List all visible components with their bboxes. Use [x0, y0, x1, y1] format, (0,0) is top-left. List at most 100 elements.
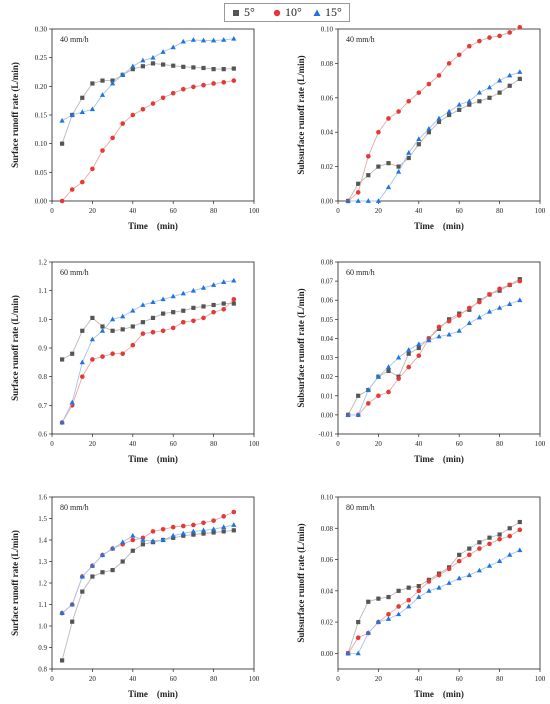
data-point-s5: [181, 308, 186, 313]
data-point-s15: [130, 532, 136, 538]
data-point-s15: [466, 572, 472, 578]
data-point-s5: [70, 619, 75, 624]
rainfall-intensity-label: 40 mm/h: [346, 35, 375, 44]
data-point-s15: [476, 314, 482, 320]
data-point-s5: [406, 155, 411, 161]
data-point-s5: [356, 393, 361, 398]
y-tick-label: 1.1: [38, 287, 47, 295]
data-point-s10: [436, 73, 442, 78]
y-tick-label: 0.7: [38, 402, 47, 410]
data-point-s10: [366, 401, 371, 406]
data-point-s15: [69, 112, 75, 117]
chart-panel-1: 0 20 40 60 80 100 0.00 0.05 0.10 0.15 0.20 0.25 0.30…: [10, 26, 260, 232]
data-point-s15: [190, 37, 196, 42]
data-point-s10: [517, 24, 523, 30]
data-point-s15: [231, 35, 237, 41]
data-point-s5: [487, 95, 492, 100]
data-point-s15: [517, 297, 523, 303]
data-point-s15: [99, 552, 106, 557]
legend-markers: [233, 9, 321, 17]
data-point-s15: [120, 313, 126, 319]
data-point-s15: [416, 594, 422, 599]
data-point-s15: [200, 285, 207, 290]
data-point-s5: [130, 67, 135, 72]
data-point-s15: [446, 580, 452, 585]
data-point-s5: [120, 559, 125, 564]
x-tick-label: 100: [249, 440, 260, 448]
data-point-s15: [466, 320, 472, 326]
data-point-s10: [396, 376, 401, 381]
data-point-s5: [436, 119, 442, 124]
data-point-s5: [130, 548, 135, 553]
data-point-s5: [221, 529, 226, 534]
data-point-s10: [90, 357, 95, 362]
data-point-s5: [120, 327, 125, 332]
plot-frame: [51, 496, 255, 670]
data-point-s15: [486, 563, 493, 568]
data-point-s15: [406, 150, 412, 155]
data-point-s15: [396, 611, 402, 617]
data-point-s10: [150, 529, 156, 534]
y-axis-label: Surface runoff rate (L/min): [10, 295, 20, 401]
data-point-s5: [497, 90, 502, 95]
data-point-s5: [211, 67, 216, 72]
data-point-s5: [171, 535, 176, 540]
data-point-s15: [190, 287, 196, 293]
data-point-s10: [100, 354, 105, 359]
data-point-s10: [426, 81, 432, 87]
y-tick-label: 0.04: [321, 129, 334, 137]
data-point-s15: [170, 532, 176, 538]
data-point-s5: [201, 65, 206, 71]
data-point-s15: [89, 336, 95, 342]
x-tick-label: 40: [129, 440, 137, 448]
x-tick-label: 20: [89, 207, 97, 215]
data-point-s5: [171, 63, 176, 68]
y-tick-label: 0.01: [321, 392, 334, 400]
chart-legend: 5° 10° 15°: [224, 3, 350, 22]
data-point-s15: [140, 537, 146, 542]
data-point-s15: [497, 77, 503, 83]
y-tick-label: 0.06: [321, 94, 334, 102]
series-line-s10: [348, 280, 520, 416]
x-tick-label: 100: [249, 675, 260, 683]
chart-panel-4: 0 20 40 60 80 100 -0.01 0.00 0.01 0.02 0.03 0.04 0.0…: [296, 259, 546, 465]
data-point-s15: [517, 547, 523, 553]
data-point-s10: [201, 520, 206, 526]
data-point-s15: [507, 72, 513, 78]
data-point-s5: [110, 568, 115, 573]
data-point-s15: [160, 49, 166, 54]
data-point-s10: [456, 558, 462, 564]
data-point-s10: [90, 166, 95, 172]
x-tick-label: 0: [336, 675, 340, 683]
series-line-s15: [348, 549, 520, 654]
y-tick-label: 0.06: [321, 297, 334, 305]
data-point-s15: [221, 524, 227, 529]
data-point-s5: [201, 304, 206, 309]
data-point-s10: [477, 546, 482, 551]
data-point-s10: [211, 81, 216, 86]
data-point-s10: [456, 52, 462, 58]
data-point-s15: [120, 72, 126, 77]
x-tick-label: 100: [535, 440, 546, 448]
data-point-s10: [211, 518, 216, 523]
data-point-s5: [161, 62, 166, 67]
data-point-s15: [170, 44, 176, 50]
y-tick-label: 0.8: [38, 373, 47, 381]
data-point-s10: [477, 38, 482, 44]
x-tick-label: 40: [415, 207, 423, 215]
x-tick-label: 100: [535, 675, 546, 683]
data-point-s5: [366, 599, 371, 604]
data-point-s5: [100, 324, 105, 329]
data-point-s15: [110, 545, 116, 551]
data-point-s15: [396, 354, 402, 360]
data-point-s5: [396, 588, 401, 593]
y-tick-label: 0.02: [321, 373, 334, 381]
data-point-s15: [190, 528, 196, 534]
x-tick-label: 60: [170, 675, 178, 683]
data-point-s5: [80, 95, 85, 100]
data-point-s15: [59, 610, 65, 615]
y-tick-label: 0.10: [321, 26, 334, 34]
data-point-s10: [191, 84, 196, 90]
x-tick-label: 60: [456, 675, 464, 683]
x-axis-label: Time (min): [414, 221, 464, 231]
